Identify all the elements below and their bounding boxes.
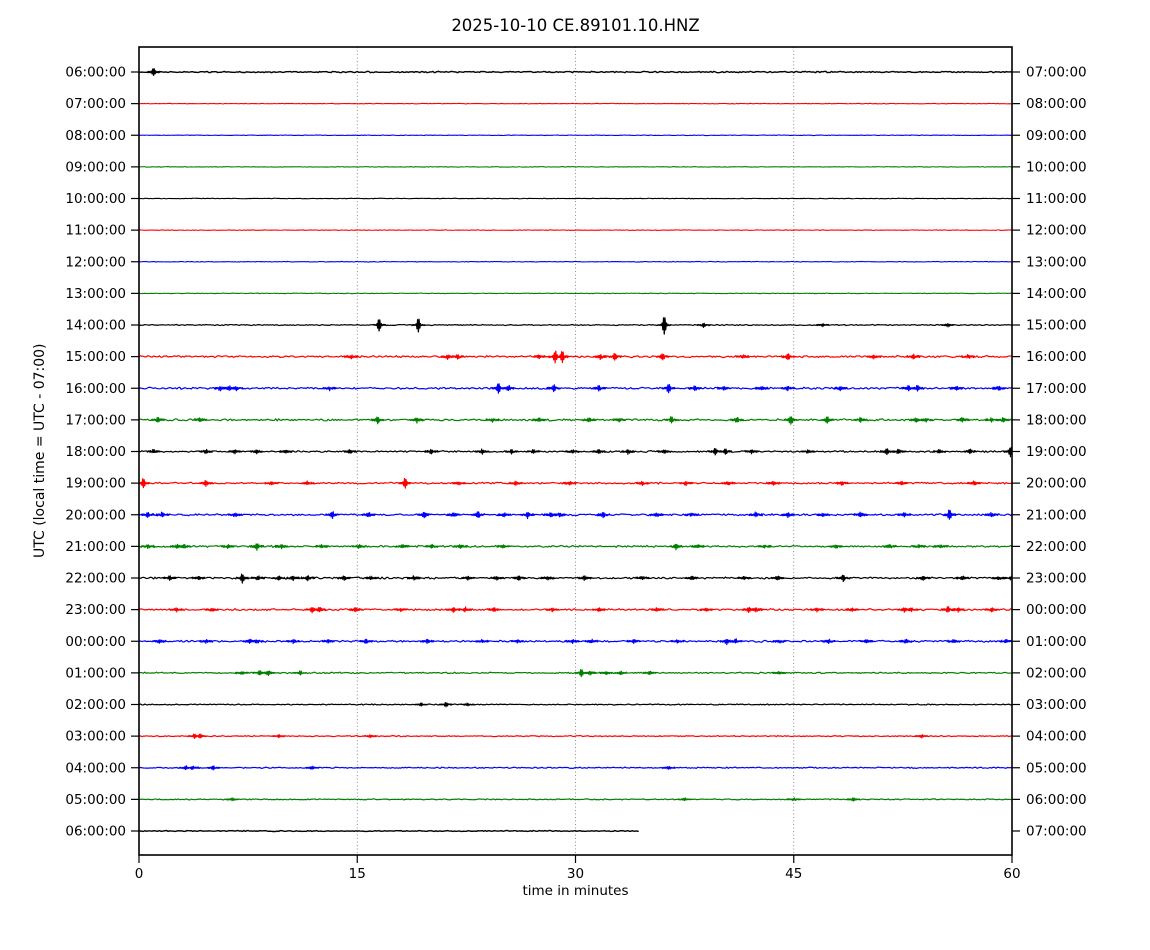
x-tick-label-15: 15 <box>349 866 366 882</box>
right-time-label-24: 07:00:00 <box>1026 824 1087 840</box>
right-time-label-1: 08:00:00 <box>1026 96 1087 112</box>
right-time-label-5: 12:00:00 <box>1026 223 1087 239</box>
left-time-label-13: 19:00:00 <box>65 476 126 492</box>
trace-utc-230000 <box>138 606 1013 614</box>
right-time-label-7: 14:00:00 <box>1026 286 1087 302</box>
right-time-label-20: 03:00:00 <box>1026 697 1087 713</box>
trace-utc-130000 <box>138 292 1013 295</box>
left-time-label-3: 09:00:00 <box>65 159 126 175</box>
right-time-label-18: 01:00:00 <box>1026 634 1087 650</box>
trace-utc-220000 <box>138 573 1013 584</box>
trace-utc-040000 <box>138 765 1013 771</box>
left-time-label-10: 16:00:00 <box>65 381 126 397</box>
right-time-label-21: 04:00:00 <box>1026 729 1087 745</box>
left-time-label-12: 18:00:00 <box>65 444 126 460</box>
trace-utc-200000 <box>138 509 1013 520</box>
left-time-label-21: 03:00:00 <box>65 729 126 745</box>
trace-utc-180000 <box>138 446 1013 458</box>
x-tick-label-45: 45 <box>785 866 802 882</box>
right-time-label-17: 00:00:00 <box>1026 602 1087 618</box>
trace-utc-210000 <box>138 543 1013 551</box>
left-time-label-6: 12:00:00 <box>65 254 126 270</box>
x-tick-label-30: 30 <box>567 866 584 882</box>
chart-title: 2025-10-10 CE.89101.10.HNZ <box>451 16 700 35</box>
left-time-label-7: 13:00:00 <box>65 286 126 302</box>
right-time-label-22: 05:00:00 <box>1026 760 1087 776</box>
trace-utc-070000 <box>138 102 1013 105</box>
left-time-label-5: 11:00:00 <box>65 223 126 239</box>
left-time-label-8: 14:00:00 <box>65 318 126 334</box>
right-time-label-16: 23:00:00 <box>1026 571 1087 587</box>
x-tick-label-0: 0 <box>135 866 144 882</box>
left-time-label-15: 21:00:00 <box>65 539 126 555</box>
right-time-label-11: 18:00:00 <box>1026 412 1087 428</box>
left-time-label-1: 07:00:00 <box>65 96 126 112</box>
trace-utc-190000 <box>138 477 1013 489</box>
right-time-label-12: 19:00:00 <box>1026 444 1087 460</box>
right-time-label-8: 15:00:00 <box>1026 318 1087 334</box>
right-time-label-6: 13:00:00 <box>1026 254 1087 270</box>
trace-utc-170000 <box>138 416 1013 425</box>
trace-utc-060000 <box>138 829 639 833</box>
left-time-label-17: 23:00:00 <box>65 602 126 618</box>
left-time-label-22: 04:00:00 <box>65 760 126 776</box>
trace-utc-000000 <box>138 638 1013 646</box>
right-time-label-0: 07:00:00 <box>1026 65 1087 81</box>
right-time-label-19: 02:00:00 <box>1026 665 1087 681</box>
left-time-label-14: 20:00:00 <box>65 507 126 523</box>
left-time-label-0: 06:00:00 <box>65 65 126 81</box>
left-time-label-4: 10:00:00 <box>65 191 126 207</box>
trace-utc-150000 <box>138 350 1013 364</box>
trace-utc-050000 <box>138 797 1013 802</box>
left-time-label-24: 06:00:00 <box>65 824 126 840</box>
trace-utc-140000 <box>138 317 1013 335</box>
right-time-label-9: 16:00:00 <box>1026 349 1087 365</box>
right-time-label-23: 06:00:00 <box>1026 792 1087 808</box>
trace-utc-020000 <box>138 701 1013 708</box>
right-time-label-2: 09:00:00 <box>1026 128 1087 144</box>
left-time-label-18: 00:00:00 <box>65 634 126 650</box>
left-time-label-19: 01:00:00 <box>65 665 126 681</box>
x-axis-label: time in minutes <box>522 883 629 899</box>
left-time-label-11: 17:00:00 <box>65 412 126 428</box>
right-time-label-15: 22:00:00 <box>1026 539 1087 555</box>
left-time-label-2: 08:00:00 <box>65 128 126 144</box>
left-time-label-20: 02:00:00 <box>65 697 126 713</box>
trace-utc-110000 <box>138 229 1013 231</box>
trace-utc-080000 <box>138 134 1013 137</box>
trace-utc-100000 <box>138 197 1013 200</box>
trace-utc-060000 <box>138 68 1013 76</box>
trace-utc-160000 <box>138 383 1013 394</box>
left-time-label-9: 15:00:00 <box>65 349 126 365</box>
trace-utc-090000 <box>138 165 1013 168</box>
left-time-label-23: 05:00:00 <box>65 792 126 808</box>
right-time-label-3: 10:00:00 <box>1026 159 1087 175</box>
left-time-label-16: 22:00:00 <box>65 571 126 587</box>
right-time-label-14: 21:00:00 <box>1026 507 1087 523</box>
trace-utc-030000 <box>138 733 1013 740</box>
right-time-label-13: 20:00:00 <box>1026 476 1087 492</box>
trace-utc-010000 <box>138 669 1013 678</box>
right-time-label-10: 17:00:00 <box>1026 381 1087 397</box>
trace-utc-120000 <box>138 260 1013 263</box>
x-tick-label-60: 60 <box>1003 866 1020 882</box>
right-time-label-4: 11:00:00 <box>1026 191 1087 207</box>
